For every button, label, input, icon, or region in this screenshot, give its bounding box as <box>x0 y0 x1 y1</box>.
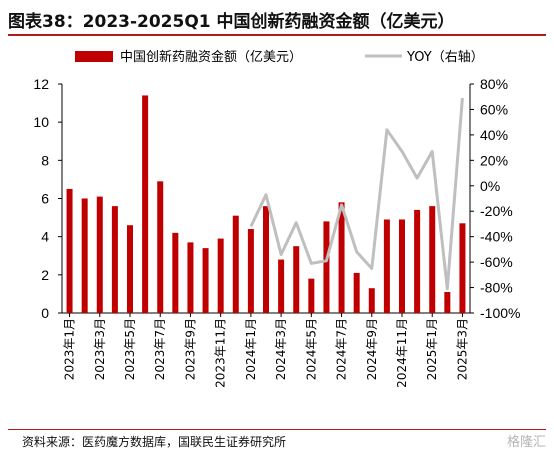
source-divider <box>8 429 546 430</box>
y-right-tick-label: 40% <box>480 127 508 143</box>
title-bar: 图表38：2023-2025Q1 中国创新药融资金额（亿美元） <box>0 0 554 34</box>
bar <box>323 221 330 313</box>
bar <box>459 223 466 313</box>
bar <box>142 95 149 313</box>
x-tick-label: 2025年3月 <box>455 318 469 380</box>
x-tick-label: 2024年5月 <box>304 318 318 380</box>
x-tick-label: 2023年3月 <box>93 318 107 380</box>
bar <box>368 288 375 313</box>
bar <box>202 248 209 313</box>
bar <box>157 181 164 313</box>
y-right-tick-label: -80% <box>480 280 513 296</box>
bar <box>278 259 285 313</box>
bar <box>399 219 405 313</box>
x-tick-label: 2023年5月 <box>123 318 137 380</box>
x-tick-label: 2024年1月 <box>244 318 258 380</box>
y-left-tick-label: 6 <box>41 191 49 207</box>
y-right-tick-label: 60% <box>480 101 508 117</box>
title-divider <box>8 34 546 36</box>
bar <box>127 225 133 313</box>
x-tick-label: 2023年1月 <box>63 318 77 380</box>
bar <box>96 196 103 313</box>
legend-label-bar: 中国创新药融资金额（亿美元） <box>120 49 302 65</box>
bar <box>217 238 224 313</box>
y-right-tick-label: -20% <box>480 203 513 219</box>
plot-area: 中国创新药融资金额（亿美元） YOY（右轴） 0 2 4 6 8 10 12 -100% -80% -… <box>33 49 520 388</box>
y-right-tick-label: -40% <box>480 229 513 245</box>
watermark-logo: 格隆汇 <box>506 435 546 450</box>
bar <box>111 206 118 313</box>
y-left-tick-label: 0 <box>41 305 49 321</box>
y-left-tick-label: 4 <box>41 229 49 245</box>
bar <box>414 209 421 313</box>
bar <box>353 272 360 313</box>
source-note: 资料来源：医药魔方数据库，国联民生证券研究所 <box>22 435 287 449</box>
x-tick-label: 2024年7月 <box>335 318 349 380</box>
yoy-line <box>249 97 464 291</box>
bar <box>263 206 269 313</box>
bar <box>293 246 300 313</box>
bar <box>429 206 436 313</box>
x-tick-label: 2023年7月 <box>153 318 167 380</box>
x-tick-label: 2024年11月 <box>395 318 409 388</box>
x-tick-label: 2024年9月 <box>365 318 379 380</box>
y-left-tick-label: 10 <box>33 114 49 130</box>
bar <box>81 198 88 313</box>
y-right-tick-label: 80% <box>480 76 508 92</box>
bar <box>444 292 451 313</box>
chart-title: 图表38：2023-2025Q1 中国创新药融资金额（亿美元） <box>8 12 455 32</box>
bar <box>247 229 254 313</box>
y-right-tick-label: -60% <box>480 254 513 270</box>
x-tick-label: 2024年3月 <box>274 318 288 380</box>
bar <box>187 242 194 313</box>
y-left-tick-label: 12 <box>33 76 49 92</box>
x-tick-label: 2023年11月 <box>214 318 228 388</box>
bar <box>232 215 239 313</box>
y-left-tick-label: 8 <box>41 152 49 168</box>
y-right-tick-label: 20% <box>480 152 508 168</box>
legend-label-line: YOY（右轴） <box>406 50 484 65</box>
bar <box>308 278 315 313</box>
bar <box>66 188 73 313</box>
y-right-tick-label: -100% <box>480 305 520 321</box>
y-right-tick-label: 0% <box>480 178 500 194</box>
y-left-tick-label: 2 <box>41 267 49 283</box>
x-tick-label: 2025年1月 <box>425 318 439 380</box>
bar <box>338 202 345 313</box>
legend-swatch-bar <box>75 51 113 62</box>
bar <box>172 232 179 313</box>
bar <box>383 219 390 313</box>
x-tick-label: 2023年9月 <box>183 318 197 380</box>
